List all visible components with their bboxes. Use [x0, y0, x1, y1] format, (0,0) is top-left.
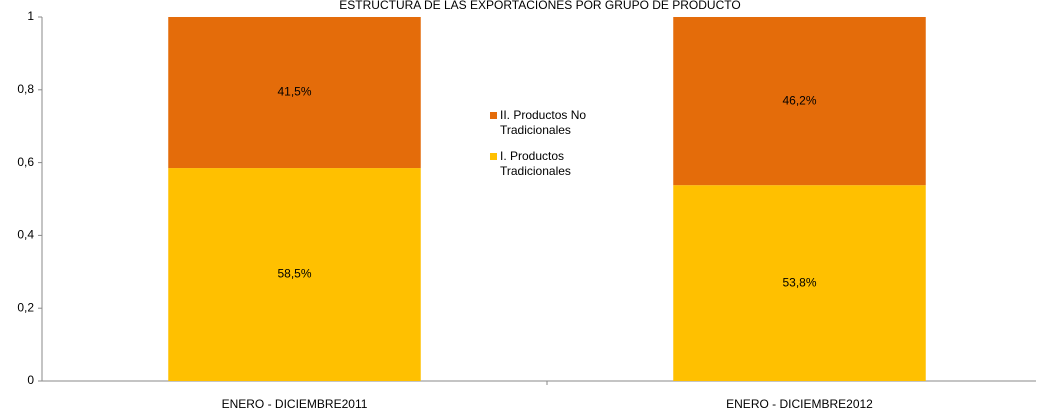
- legend-swatch: [490, 112, 497, 119]
- bar-segment: [168, 17, 421, 169]
- data-label: 41,5%: [277, 85, 311, 99]
- y-tick-label: 1: [27, 9, 34, 23]
- legend-label: I. Productos Tradicionales: [500, 149, 571, 178]
- bar-segment: [673, 185, 926, 381]
- bar-segment: [673, 17, 926, 186]
- y-tick-label: 0,8: [17, 82, 34, 96]
- data-label: 53,8%: [782, 275, 816, 289]
- y-tick-label: 0,2: [17, 300, 34, 314]
- y-tick-label: 0,6: [17, 155, 34, 169]
- legend: II. Productos No Tradicionales I. Product…: [488, 108, 628, 190]
- x-tick-label: ENERO - DICIEMBRE2012: [726, 397, 873, 411]
- x-tick-label: ENERO - DICIEMBRE2011: [222, 397, 368, 411]
- legend-label: II. Productos No Tradicionales: [500, 108, 587, 137]
- legend-item: I. Productos Tradicionales: [488, 149, 628, 179]
- y-tick-label: 0,4: [17, 228, 34, 242]
- legend-item: II. Productos No Tradicionales: [488, 108, 628, 138]
- chart-title: ESTRUCTURA DE LAS EXPORTACIONES POR GRUP…: [339, 0, 740, 12]
- legend-swatch: [490, 153, 497, 160]
- y-tick-label: 0: [27, 373, 34, 387]
- data-label: 58,5%: [277, 267, 311, 281]
- bar-segment: [168, 168, 421, 381]
- data-label: 46,2%: [782, 93, 816, 107]
